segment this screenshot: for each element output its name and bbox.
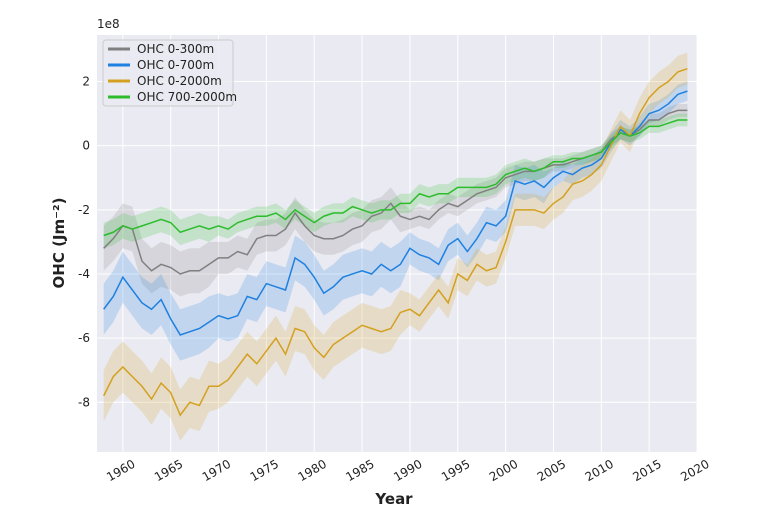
error-band (103, 52, 688, 441)
error-band (103, 81, 688, 361)
offset-text: 1e8 (97, 17, 120, 31)
legend-label: OHC 0-300m (137, 42, 214, 56)
x-tick-label: 1960 (104, 457, 137, 484)
x-tick-label: 1980 (295, 457, 328, 484)
y-tick-label: 2 (82, 75, 90, 89)
series-line (103, 90, 688, 336)
error-band (103, 113, 688, 249)
legend-label: OHC 0-2000m (137, 74, 222, 88)
series-line (103, 67, 688, 417)
y-tick-label: -2 (78, 203, 90, 217)
x-tick-label: 1985 (343, 457, 376, 484)
y-tick-label: -8 (78, 395, 90, 409)
y-tick-label: -4 (78, 267, 90, 281)
y-tick-label: 0 (82, 139, 90, 153)
series-line (103, 119, 688, 237)
x-tick-label: 2010 (583, 457, 616, 484)
error-band (103, 103, 688, 297)
x-tick-label: 2005 (535, 457, 568, 484)
x-tick-label: 1995 (439, 457, 472, 484)
x-tick-label: 2015 (630, 457, 663, 484)
x-tick-label: 1965 (152, 457, 185, 484)
legend-label: OHC 0-700m (137, 58, 214, 72)
legend-label: OHC 700-2000m (137, 90, 237, 104)
x-tick-label: 1990 (391, 457, 424, 484)
y-axis-label: OHC (Jm⁻²) (50, 198, 68, 289)
x-tick-label: 1970 (200, 457, 233, 484)
x-axis-label: Year (374, 490, 413, 508)
x-tick-label: 1975 (248, 457, 281, 484)
x-tick-label: 2020 (678, 457, 711, 484)
y-tick-label: -6 (78, 331, 90, 345)
x-tick-label: 2000 (487, 457, 520, 484)
legend-box (102, 39, 234, 107)
